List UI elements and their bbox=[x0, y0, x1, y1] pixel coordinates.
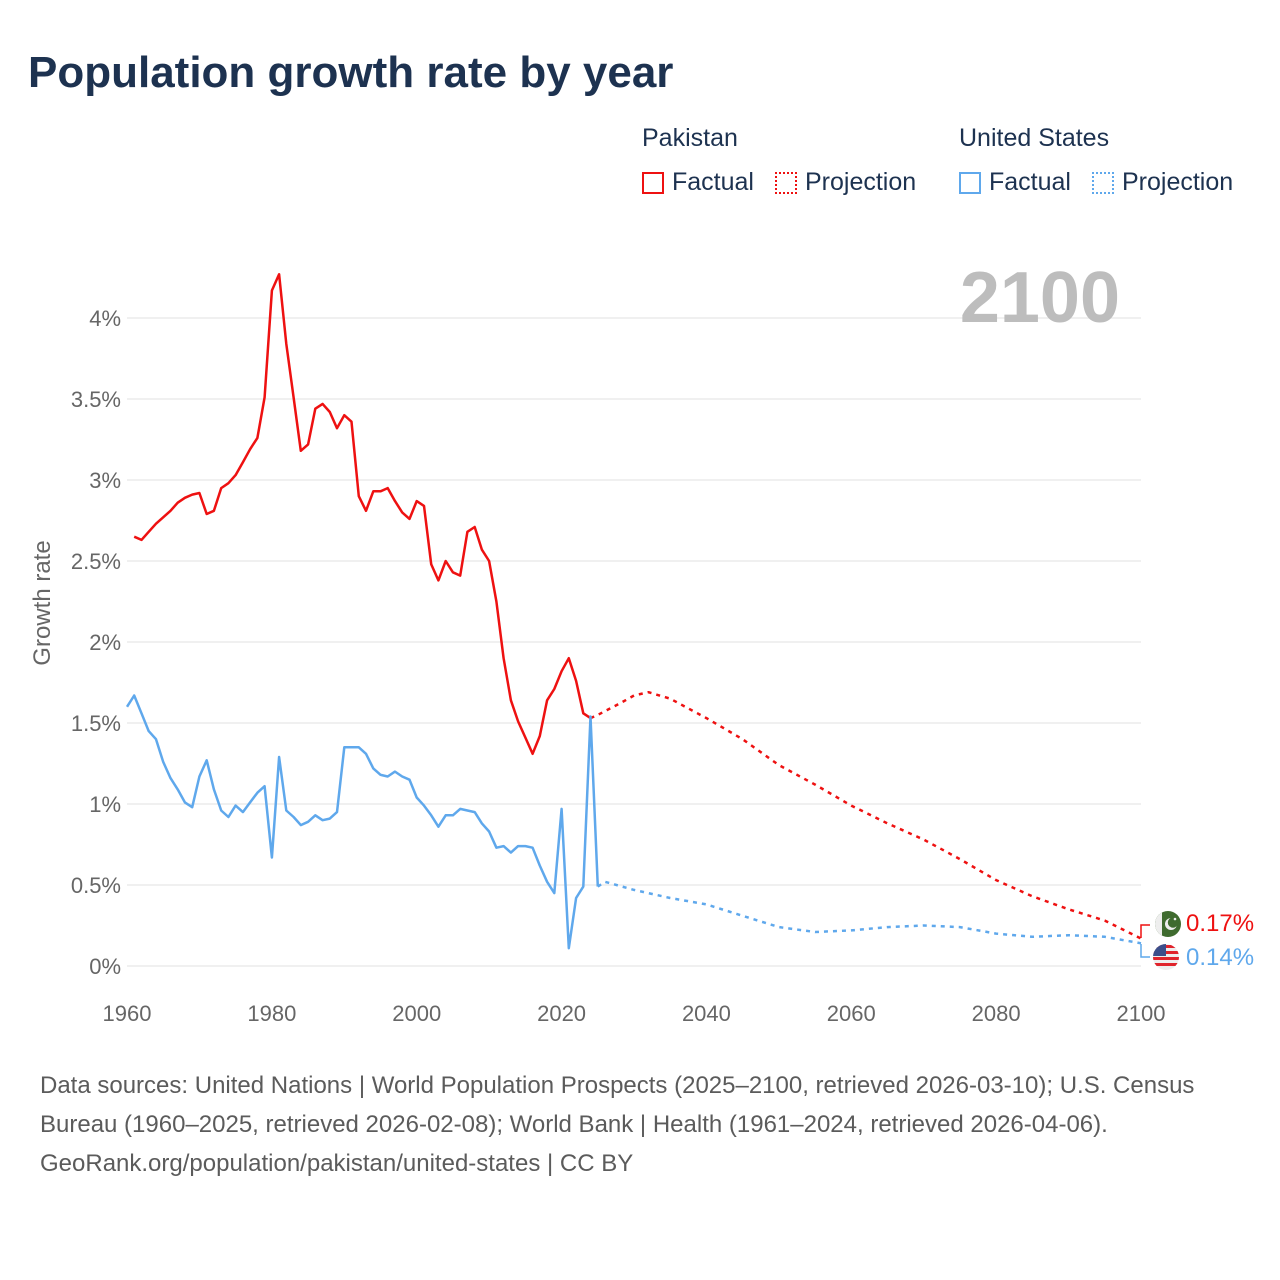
pakistan-end-value: 0.17% bbox=[1186, 910, 1254, 937]
y-tick-label: 3.5% bbox=[71, 387, 121, 412]
legend-us-factual[interactable]: Factual bbox=[959, 168, 1071, 197]
data-sources: Data sources: United Nations | World Pop… bbox=[40, 1072, 1195, 1138]
year-display: 2100 bbox=[960, 258, 1120, 338]
legend-pakistan-factual[interactable]: Factual bbox=[642, 168, 754, 197]
footer: Data sources: United Nations | World Pop… bbox=[40, 1066, 1240, 1183]
legend-group-united-states: United States bbox=[959, 124, 1110, 152]
y-tick-label: 3% bbox=[89, 468, 121, 493]
y-axis-label: Growth rate bbox=[29, 540, 56, 665]
legend-swatch-dotted bbox=[1092, 171, 1114, 194]
legend-label: Projection bbox=[1122, 168, 1234, 196]
x-tick-label: 2020 bbox=[537, 1001, 586, 1026]
credit-link[interactable]: GeoRank.org/population/pakistan/united-s… bbox=[40, 1150, 634, 1177]
legend-swatch-solid bbox=[959, 171, 981, 194]
series-line-pakistan-factual bbox=[133, 273, 592, 756]
us-end-connector bbox=[1140, 944, 1150, 958]
y-tick-label: 2.5% bbox=[71, 549, 121, 574]
x-tick-label: 2080 bbox=[972, 1001, 1021, 1026]
us-end-value: 0.14% bbox=[1186, 944, 1254, 971]
x-tick-label: 2040 bbox=[682, 1001, 731, 1026]
x-tick-label: 1980 bbox=[247, 1001, 296, 1026]
legend-label: Projection bbox=[805, 168, 917, 196]
series-line-united-states-projection bbox=[597, 880, 1142, 945]
y-tick-label: 1.5% bbox=[71, 711, 121, 736]
legend-us-projection[interactable]: Projection bbox=[1092, 168, 1233, 197]
pakistan-flag-icon bbox=[1155, 911, 1181, 937]
series-line-united-states-factual bbox=[125, 694, 600, 950]
x-tick-label: 2100 bbox=[1117, 1001, 1166, 1026]
x-tick-label: 2000 bbox=[392, 1001, 441, 1026]
legend-swatch-solid bbox=[642, 171, 664, 194]
y-tick-label: 0.5% bbox=[71, 873, 121, 898]
legend-label: Factual bbox=[989, 168, 1071, 196]
y-tick-label: 0% bbox=[89, 954, 121, 979]
us-flag-icon bbox=[1153, 944, 1179, 970]
x-tick-label: 1960 bbox=[103, 1001, 152, 1026]
series-line-pakistan-projection bbox=[589, 690, 1142, 940]
y-tick-label: 1% bbox=[89, 792, 121, 817]
pakistan-end-connector bbox=[1140, 924, 1150, 938]
y-tick-label: 2% bbox=[89, 630, 121, 655]
legend-pakistan-projection[interactable]: Projection bbox=[775, 168, 916, 197]
legend-label: Factual bbox=[672, 168, 754, 196]
legend-group-pakistan: Pakistan bbox=[642, 124, 738, 152]
legend-swatch-dotted bbox=[775, 171, 797, 194]
chart-title: Population growth rate by year bbox=[28, 48, 674, 97]
y-tick-label: 4% bbox=[89, 306, 121, 331]
x-tick-label: 2060 bbox=[827, 1001, 876, 1026]
